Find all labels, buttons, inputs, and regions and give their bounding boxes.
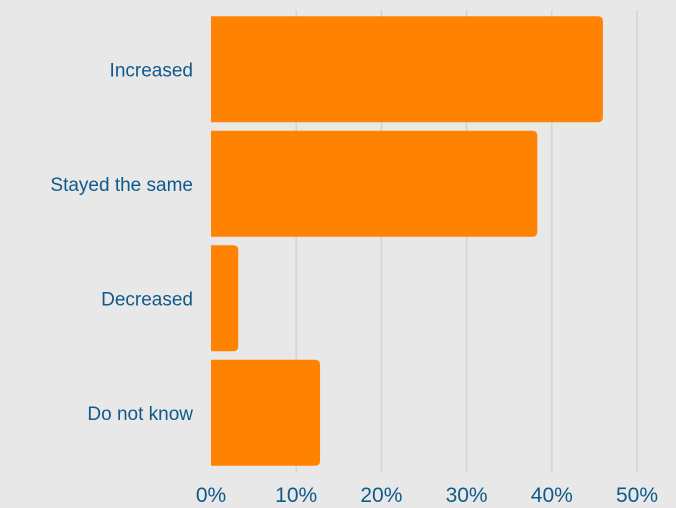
category-label-do-not-know: Do not know: [87, 404, 193, 425]
tick-label-40: 40%: [531, 484, 573, 507]
bar-decreased: [211, 245, 239, 352]
category-labels: Increased Stayed the same Decreased Do not …: [50, 60, 193, 425]
bars: [211, 16, 603, 466]
tick-label-10: 10%: [275, 484, 317, 507]
bar-increased: [211, 16, 603, 123]
category-label-stayed-the-same: Stayed the same: [50, 175, 193, 196]
bar-stayed-the-same: [211, 130, 538, 237]
category-label-increased: Increased: [110, 60, 193, 81]
tick-label-50: 50%: [616, 484, 658, 507]
bar-do-not-know: [211, 359, 321, 466]
category-label-decreased: Decreased: [101, 289, 193, 310]
tick-label-0: 0%: [196, 484, 226, 507]
tick-label-20: 20%: [360, 484, 402, 507]
x-axis-tick-labels: 0% 10% 20% 30% 40% 50%: [196, 484, 658, 507]
tick-label-30: 30%: [446, 484, 488, 507]
